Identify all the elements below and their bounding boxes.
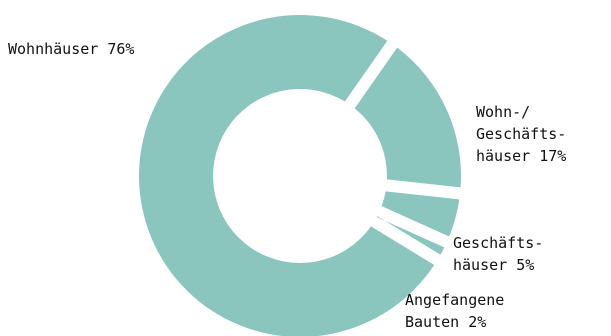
label-angefangene-bauten-line-1: Angefangene xyxy=(405,291,504,309)
slice-wohn-geschaeftshaeuser xyxy=(354,47,462,188)
label-angefangene-bauten-line-2: Bauten 2% xyxy=(405,313,486,331)
label-wohn-geschaeftshaeuser: Wohn-/ Geschäfts-häuser 17% xyxy=(476,103,566,165)
label-wohnhaeuser-line-1: Wohnhäuser 76% xyxy=(8,40,134,58)
slice-labels: Wohnhäuser 76% Wohn-/ Geschäfts-häuser 17%… xyxy=(8,40,566,331)
label-geschaeftshaeuser: Geschäfts-häuser 5% xyxy=(453,234,543,274)
slice-geschaeftshaeuser xyxy=(381,191,460,237)
donut-slices xyxy=(139,15,462,336)
slice-wohnhaeuser xyxy=(139,15,435,336)
label-angefangene-bauten: Angefangene Bauten 2% xyxy=(405,291,504,331)
label-wohn-geschaeftshaeuser-line-2: Geschäfts- xyxy=(476,125,566,143)
label-geschaeftshaeuser-line-1: Geschäfts- xyxy=(453,234,543,252)
label-wohn-geschaeftshaeuser-line-3: häuser 17% xyxy=(476,147,566,165)
label-wohnhaeuser: Wohnhäuser 76% xyxy=(8,40,134,58)
label-wohn-geschaeftshaeuser-line-1: Wohn-/ xyxy=(476,103,530,121)
label-geschaeftshaeuser-line-2: häuser 5% xyxy=(453,256,534,274)
slice-angefangene-bauten xyxy=(376,216,445,255)
